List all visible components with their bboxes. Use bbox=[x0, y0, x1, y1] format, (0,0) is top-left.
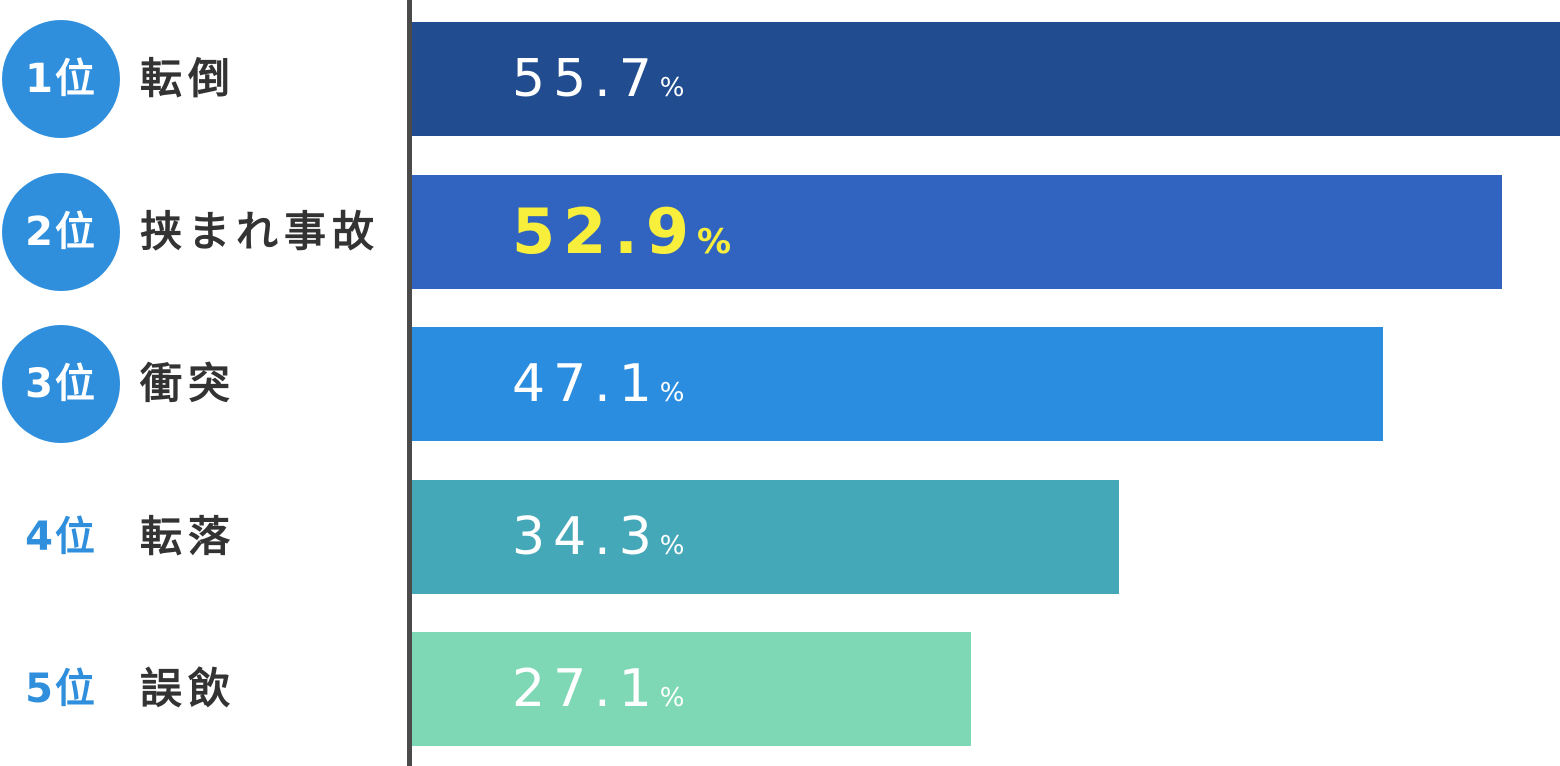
data-label: 34.3% bbox=[512, 480, 685, 594]
data-label-unit: % bbox=[659, 530, 685, 561]
data-label-unit: % bbox=[696, 221, 732, 262]
rank-badge bbox=[2, 172, 120, 291]
rank-label: 2位 bbox=[25, 208, 97, 255]
data-label: 27.1% bbox=[512, 632, 685, 746]
bar-row: 2位 挟まれ事故 52.9% bbox=[0, 172, 1560, 291]
bar-row: 5位 誤飲 27.1% bbox=[0, 630, 1560, 748]
data-label: 52.9% bbox=[512, 175, 731, 289]
rank-label: 5位 bbox=[25, 666, 97, 712]
data-label: 55.7% bbox=[512, 22, 685, 136]
data-label-unit: % bbox=[659, 73, 685, 103]
category-label: 衝突 bbox=[140, 359, 237, 408]
category-label: 転落 bbox=[140, 511, 237, 561]
data-label: 47.1% bbox=[512, 327, 685, 441]
bar bbox=[412, 174, 1502, 289]
bar-row: 4位 転落 34.3% bbox=[0, 478, 1560, 596]
data-label-value: 34.3 bbox=[512, 506, 660, 567]
data-label-value: 55.7 bbox=[512, 49, 660, 109]
category-label: 転倒 bbox=[140, 54, 237, 103]
rank-label: 1位 bbox=[25, 56, 97, 102]
bar bbox=[412, 327, 1383, 441]
bar-row: 3位 衝突 47.1% bbox=[0, 325, 1560, 443]
data-label-value: 27.1 bbox=[512, 659, 660, 719]
bar bbox=[412, 22, 1560, 136]
rank-label: 4位 bbox=[25, 513, 97, 560]
bar-row: 1位 転倒 55.7% bbox=[0, 20, 1560, 138]
data-label-value: 47.1 bbox=[512, 354, 660, 414]
rank-badge bbox=[2, 20, 120, 138]
category-axis-line bbox=[407, 0, 412, 766]
bar bbox=[412, 479, 1119, 594]
data-label-unit: % bbox=[659, 378, 685, 408]
bar bbox=[412, 632, 971, 746]
category-label: 誤飲 bbox=[140, 664, 237, 713]
category-label: 挟まれ事故 bbox=[140, 206, 381, 256]
data-label-value: 52.9 bbox=[512, 194, 697, 268]
data-label-unit: % bbox=[659, 683, 685, 713]
rank-label: 3位 bbox=[25, 361, 97, 407]
rank-badge bbox=[2, 325, 120, 443]
